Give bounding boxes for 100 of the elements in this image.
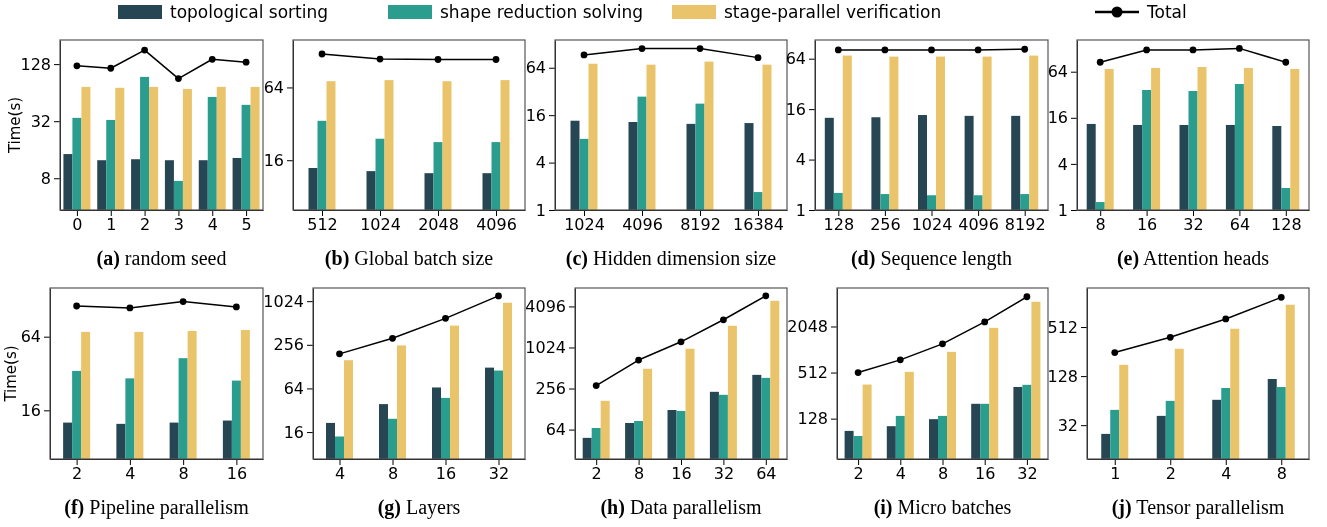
point — [1189, 46, 1197, 54]
x-tick-label: 16 — [671, 464, 692, 484]
x-tick-label: 4 — [334, 464, 346, 484]
point — [495, 292, 502, 300]
text: (h) Data parallelism — [600, 496, 762, 519]
x-tick-label: 3 — [173, 215, 185, 235]
point — [677, 338, 685, 346]
y-tick-label: 64 — [283, 379, 304, 399]
x-tick-label: 4096 — [476, 215, 517, 235]
x-tick-label: 32 — [1183, 215, 1204, 235]
point — [1111, 349, 1119, 356]
legend-label: Total — [1146, 2, 1187, 22]
y-tick-label: 1024 — [263, 291, 304, 311]
x-tick-label: 2 — [591, 464, 602, 484]
point — [720, 316, 727, 324]
point — [442, 314, 449, 322]
x-tick-label: 8 — [634, 464, 645, 484]
point — [1277, 293, 1285, 301]
x-tick-label: 8 — [937, 464, 949, 484]
y-axis-title: Time(s) — [6, 96, 24, 155]
y-tick-label: 4096 — [525, 297, 566, 317]
y-tick-label: 64 — [1047, 62, 1068, 82]
y-tick-label: 16 — [20, 400, 41, 420]
point — [854, 369, 862, 376]
y-tick-label: 128 — [1047, 366, 1078, 386]
x-tick-label: 2 — [1165, 464, 1176, 484]
point — [762, 292, 770, 300]
point — [107, 64, 115, 72]
point — [73, 302, 81, 310]
y-tick-label: 64 — [525, 58, 546, 78]
x-tick-label: 64 — [756, 464, 777, 484]
text: (j) Tensor parallelism — [1111, 496, 1285, 519]
point — [1222, 315, 1230, 323]
x-tick-label: 8 — [1276, 464, 1287, 484]
y-tick-label: 1 — [1057, 200, 1068, 220]
point — [981, 318, 989, 326]
point — [389, 334, 396, 342]
x-tick-label: 4096 — [958, 215, 999, 235]
text: (e) Attention heads — [1116, 247, 1270, 270]
x-tick-label: 16 — [1136, 215, 1158, 235]
y-tick-label: 32 — [30, 111, 51, 131]
x-tick-label: 1 — [106, 215, 117, 235]
point — [175, 75, 182, 82]
x-tick-label: 8192 — [1004, 215, 1046, 235]
x-tick-label: 4 — [895, 464, 906, 484]
y-tick-label: 4 — [535, 153, 546, 173]
y-tick-label: 128 — [797, 409, 828, 429]
text: (f) Pipeline parallelism — [64, 496, 250, 519]
point — [1023, 293, 1031, 301]
y-tick-label: 16 — [263, 150, 284, 170]
y-tick-label: 64 — [263, 78, 284, 98]
point — [939, 340, 946, 348]
x-tick-label: 0 — [72, 215, 83, 235]
x-tick-label: 1024 — [360, 215, 401, 235]
y-tick-label: 16 — [785, 99, 806, 119]
point — [635, 356, 642, 364]
point — [232, 303, 240, 311]
legend-label: topological sorting — [170, 2, 328, 22]
y-tick-label: 16 — [283, 422, 304, 442]
y-tick-label: 1 — [795, 200, 806, 220]
y-tick-label: 64 — [20, 327, 41, 347]
x-tick-label: 32 — [488, 464, 510, 484]
y-tick-label: 4 — [795, 150, 806, 170]
y-tick-label: 4 — [1057, 154, 1068, 174]
point — [336, 350, 343, 358]
y-tick-label: 64 — [545, 420, 566, 440]
text: (a) random seed — [96, 247, 227, 270]
x-tick-label: 2 — [853, 464, 864, 484]
point — [179, 298, 187, 305]
y-tick-label: 64 — [785, 49, 806, 69]
y-tick-label: 32 — [1057, 415, 1078, 435]
point — [73, 62, 81, 70]
x-tick-label: 16384 — [733, 215, 784, 235]
x-tick-label: 128 — [823, 215, 855, 235]
y-tick-label: 512 — [797, 363, 828, 383]
text: (c) Hidden dimension size — [565, 247, 777, 270]
text: (d) Sequence length — [850, 247, 1013, 270]
point — [141, 46, 148, 54]
x-tick-label: 16 — [975, 464, 996, 484]
legend-label: stage-parallel verification — [724, 2, 942, 22]
x-tick-label: 4 — [1221, 464, 1232, 484]
point — [208, 55, 216, 63]
point — [1282, 58, 1290, 66]
point — [1166, 333, 1174, 341]
x-tick-label: 32 — [1017, 464, 1038, 484]
point — [592, 382, 600, 389]
x-tick-label: 4096 — [622, 215, 663, 235]
x-tick-label: 16 — [226, 464, 248, 484]
x-tick-label: 256 — [870, 215, 901, 235]
x-tick-label: 2 — [72, 464, 83, 484]
y-tick-label: 128 — [20, 54, 51, 74]
point — [126, 304, 134, 312]
x-tick-label: 4 — [125, 464, 136, 484]
x-tick-label: 32 — [713, 464, 735, 484]
x-tick-label: 2048 — [418, 215, 459, 235]
x-tick-label: 1 — [1110, 464, 1121, 484]
y-tick-label: 256 — [273, 335, 304, 355]
y-tick-label: 16 — [525, 105, 546, 125]
y-tick-label: 1024 — [525, 338, 566, 358]
text: (i) Micro batches — [873, 496, 1012, 519]
